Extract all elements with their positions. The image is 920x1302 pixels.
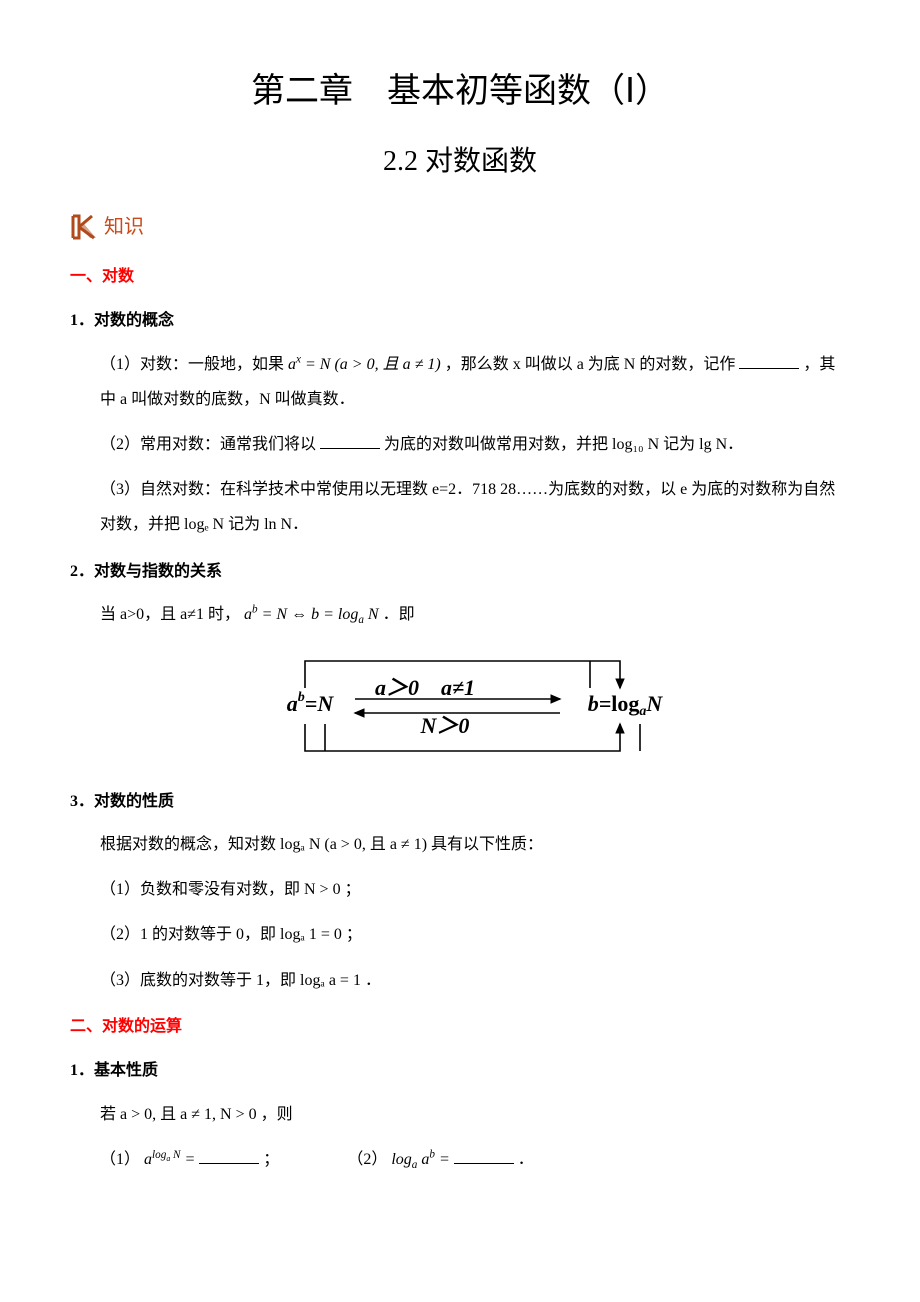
para-3-2: （2）1 的对数等于 0，即 logₐ 1 = 0 ； [100, 917, 850, 952]
heading-2: 二、对数的运算 [70, 1012, 850, 1042]
para-3-1: （1）负数和零没有对数，即 N > 0 ； [100, 872, 850, 907]
svg-text:a＞0 a≠1: a＞0 a≠1 [375, 675, 475, 700]
text: ； [263, 1151, 279, 1168]
para-2-1: 当 a>0，且 a≠1 时， ab = N ⇔ b = loga N ．即 [100, 597, 850, 633]
text: （2） [347, 1151, 387, 1168]
para-1-1: （1）对数：一般地，如果 ax = N (a > 0, 且 a ≠ 1) ，那么… [100, 347, 850, 417]
para-4-1: （1） aloga N = ； （2） loga ab = ． [100, 1142, 850, 1178]
text: 当 a>0，且 a≠1 时， [100, 606, 240, 623]
blank-fill[interactable] [199, 1147, 259, 1164]
text: （1）对数：一般地，如果 [100, 356, 288, 373]
para-1-2: （2）常用对数：通常我们将以 为底的对数叫做常用对数，并把 log₁₀ N 记为… [100, 427, 850, 462]
text: ，那么数 x 叫做以 a 为底 N 的对数，记作 [445, 356, 736, 373]
svg-text:b=logaN: b=logaN [588, 691, 664, 719]
blank-fill[interactable] [454, 1147, 514, 1164]
para-3-0: 根据对数的概念，知对数 logₐ N (a > 0, 且 a ≠ 1) 具有以下… [100, 827, 850, 862]
math-expr: ab = N ⇔ b = loga N [244, 606, 379, 623]
subheading-2: 2．对数与指数的关系 [70, 557, 850, 587]
text: （1） [100, 1151, 140, 1168]
blank-fill[interactable] [739, 352, 799, 369]
knowledge-label: 知识 [104, 208, 144, 246]
blank-fill[interactable] [320, 432, 380, 449]
chapter-title: 第二章 基本初等函数（Ⅰ） [70, 60, 850, 125]
subheading-4: 1．基本性质 [70, 1056, 850, 1086]
text: （2）常用对数：通常我们将以 [100, 436, 316, 453]
math-expr: ax = N (a > 0, 且 a ≠ 1) [288, 356, 441, 373]
text: 为底的对数叫做常用对数，并把 log₁₀ N 记为 lg N． [384, 436, 743, 453]
k-icon [70, 214, 100, 240]
relation-diagram: ab=N a＞0 a≠1 N＞0 b=logaN [70, 651, 850, 761]
math-expr: loga ab = [391, 1151, 449, 1168]
para-3-3: （3）底数的对数等于 1，即 logₐ a = 1 ． [100, 963, 850, 998]
subheading-1: 1．对数的概念 [70, 306, 850, 336]
para-1-3: （3）自然对数：在科学技术中常使用以无理数 e=2．718 28……为底数的对数… [100, 472, 850, 542]
heading-1: 一、对数 [70, 262, 850, 292]
math-expr: aloga N = [144, 1151, 195, 1168]
text: ． [518, 1151, 534, 1168]
section-title: 2.2 对数函数 [70, 135, 850, 188]
knowledge-row: 知识 [70, 208, 850, 246]
para-4-0: 若 a > 0, 且 a ≠ 1, N > 0 ，则 [100, 1097, 850, 1132]
svg-text:N＞0: N＞0 [420, 713, 470, 738]
text: ．即 [383, 606, 415, 623]
svg-text:ab=N: ab=N [287, 690, 335, 716]
subheading-3: 3．对数的性质 [70, 787, 850, 817]
